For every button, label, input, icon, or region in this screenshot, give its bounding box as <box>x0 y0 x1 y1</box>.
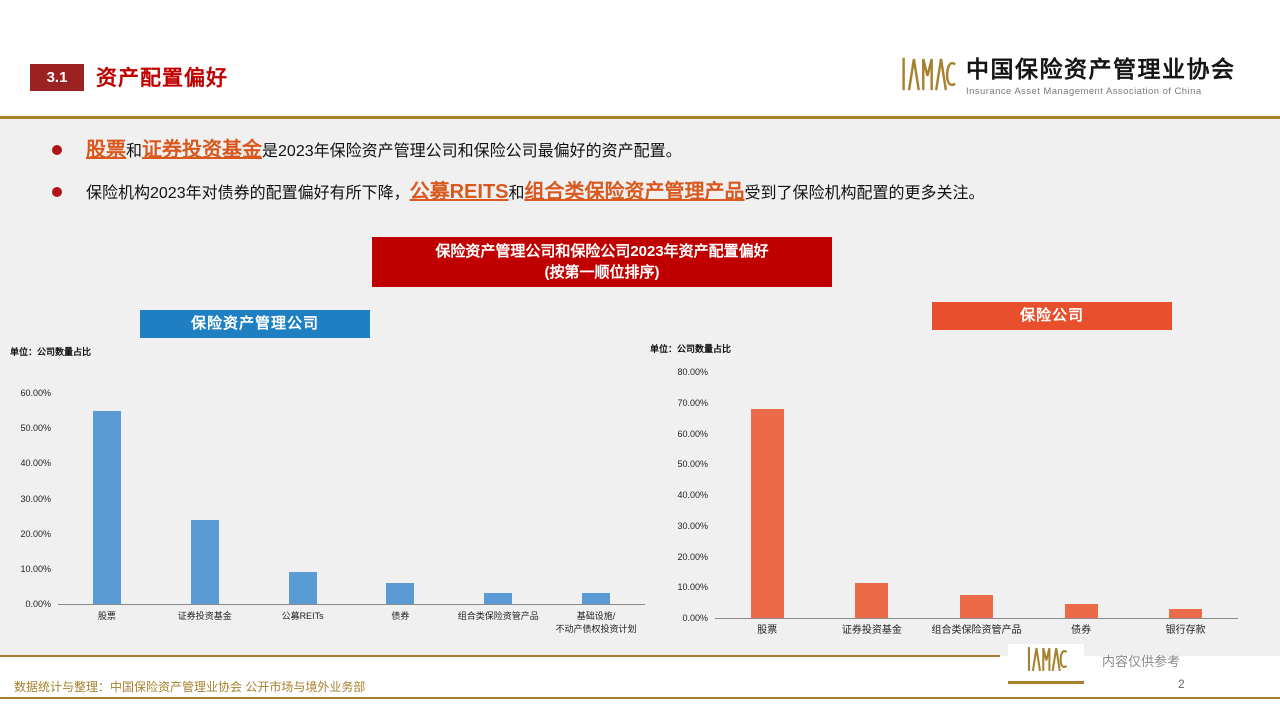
bullet-segment: 和 <box>126 143 143 160</box>
source-note: 数据统计与整理：中国保险资产管理业协会 公开市场与境外业务部 <box>14 680 366 694</box>
bullet-dot-icon <box>52 145 62 155</box>
bullet-segment: 是2023年保险资产管理公司和保险公司最偏好的资产配置。 <box>262 143 682 160</box>
x-axis-category-label: 债券 <box>391 611 410 621</box>
bar <box>288 572 317 604</box>
chart-title-box: 保险资产管理公司和保险公司2023年资产配置偏好 (按第一顺位排序) <box>372 237 832 287</box>
bullet-segment: 和 <box>508 185 525 202</box>
bullet-text: 股票和证券投资基金是2023年保险资产管理公司和保险公司最偏好的资产配置。 <box>86 134 682 168</box>
bullet-segment: 受到了保险机构配置的更多关注。 <box>744 185 985 202</box>
footer-iamac-logo-icon <box>1008 644 1084 684</box>
y-axis-tick-label: 40.00% <box>677 490 708 500</box>
header-divider <box>0 116 1280 119</box>
y-axis-tick-label: 20.00% <box>677 551 708 562</box>
chart-insurance-am-companies: 单位：公司数量占比 0.00% 10.00% 20.00% 30.00% 40.00% 50… <box>10 345 645 636</box>
chart-label-insurance-am-companies: 保险资产管理公司 <box>140 310 370 338</box>
bar <box>959 595 993 618</box>
page-title: 资产配置偏好 <box>96 67 228 90</box>
x-axis-category-label: 组合类保险资管产品 <box>931 625 1022 636</box>
bar <box>1169 609 1203 618</box>
x-axis-category-label: 银行存款 <box>1165 625 1206 636</box>
x-axis-category-label: 公募REITs <box>281 611 324 621</box>
y-axis-tick-label: 30.00% <box>677 520 708 531</box>
y-axis-tick-label: 60.00% <box>20 388 51 398</box>
chart-label-insurance-companies: 保险公司 <box>932 302 1172 330</box>
highlighted-term: 公募REITS <box>409 181 509 203</box>
x-axis-category-label: 证券投资基金 <box>177 611 232 621</box>
bottom-border <box>0 697 1280 699</box>
chart-title-line1: 保险资产管理公司和保险公司2023年资产配置偏好 <box>435 243 769 260</box>
footer-divider <box>0 655 1000 657</box>
bullet-item: 保险机构2023年对债券的配置偏好有所下降，公募REITS和组合类保险资产管理产… <box>52 176 1222 210</box>
bar <box>582 593 611 604</box>
logo-chinese-name: 中国保险资产管理业协会 <box>966 57 1236 82</box>
y-axis-tick-label: 10.00% <box>20 563 51 574</box>
logo-text: 中国保险资产管理业协会 Insurance Asset Management A… <box>966 50 1236 97</box>
y-axis-tick-label: 0.00% <box>25 599 51 609</box>
highlighted-term: 股票 <box>86 139 126 161</box>
y-axis-tick-label: 30.00% <box>20 493 51 504</box>
y-axis-tick-label: 50.00% <box>20 423 51 434</box>
bar-group <box>58 394 645 604</box>
x-axis-category-label: 组合类保险资管产品 <box>457 611 539 621</box>
iamac-logo-icon <box>898 52 956 96</box>
bullet-segment: 保险机构2023年对债券的配置偏好有所下降， <box>86 185 410 202</box>
bar <box>190 520 219 604</box>
bar-group <box>715 373 1238 618</box>
x-axis-category-label: 债券 <box>1071 625 1092 636</box>
bullet-list: 股票和证券投资基金是2023年保险资产管理公司和保险公司最偏好的资产配置。 保险机… <box>52 134 1222 218</box>
bullet-dot-icon <box>52 187 62 197</box>
chart-insurance-companies: 单位：公司数量占比 0.00% 10.00% 20.00% 30.00% 40.00% 50… <box>650 342 1238 637</box>
bullet-item: 股票和证券投资基金是2023年保险资产管理公司和保险公司最偏好的资产配置。 <box>52 134 1222 168</box>
y-axis-tick-label: 0.00% <box>682 613 708 623</box>
bar <box>386 583 415 604</box>
x-axis-category-label: 证券投资基金 <box>841 625 902 636</box>
bar <box>92 411 121 604</box>
axis-unit-label: 单位：公司数量占比 <box>650 344 732 354</box>
logo-english-name: Insurance Asset Management Association o… <box>966 86 1202 97</box>
y-axis-tick-label: 50.00% <box>677 459 708 470</box>
bar <box>484 593 513 604</box>
section-number-badge: 3.1 <box>30 64 84 91</box>
y-axis-tick-label: 70.00% <box>677 397 708 408</box>
y-axis-tick-label: 80.00% <box>677 367 708 377</box>
x-axis-category-label: 股票 <box>757 625 778 636</box>
bullet-text: 保险机构2023年对债券的配置偏好有所下降，公募REITS和组合类保险资产管理产… <box>86 176 985 210</box>
y-axis-tick-label: 10.00% <box>677 582 708 593</box>
x-axis-category-label: 基础设施/ 不动产债权投资计划 <box>555 611 637 634</box>
bar <box>750 409 784 618</box>
iamac-logo: 中国保险资产管理业协会 Insurance Asset Management A… <box>898 50 1236 97</box>
bar <box>855 583 889 618</box>
bar <box>1064 604 1098 618</box>
chart-title-line2: (按第一顺位排序) <box>544 264 660 281</box>
y-axis-tick-label: 20.00% <box>20 528 51 539</box>
page-number: 2 <box>1178 677 1185 691</box>
disclaimer-text: 内容仅供参考 <box>1102 654 1181 669</box>
y-axis-tick-label: 60.00% <box>677 428 708 439</box>
x-axis-category-label: 股票 <box>97 611 116 621</box>
y-axis-tick-label: 40.00% <box>20 458 51 469</box>
axis-unit-label: 单位：公司数量占比 <box>10 347 92 357</box>
highlighted-term: 证券投资基金 <box>142 139 263 161</box>
highlighted-term: 组合类保险资产管理产品 <box>524 181 745 203</box>
